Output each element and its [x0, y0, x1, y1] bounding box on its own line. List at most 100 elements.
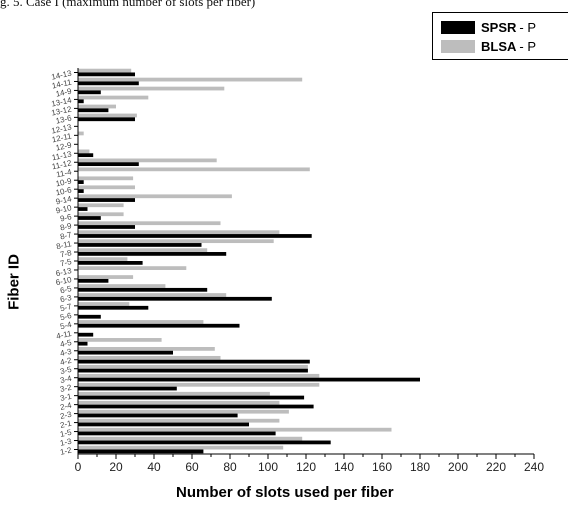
- bar-blsa-1-2: [78, 445, 284, 450]
- y-tick-label-2-3: 2-3: [59, 410, 73, 421]
- bar-spsr-8-11: [78, 243, 202, 247]
- y-tick-label-3-5: 3-5: [59, 365, 73, 376]
- bar-blsa-12-11: [78, 131, 84, 136]
- bar-spsr-3-1: [78, 395, 305, 400]
- y-tick-label-9-6: 9-6: [59, 212, 73, 223]
- bar-spsr-3-4: [78, 377, 420, 382]
- y-tick-label-8-11: 8-11: [55, 239, 72, 251]
- y-tick-label-4-5: 4-5: [59, 338, 73, 349]
- bar-blsa-10-6: [78, 185, 135, 190]
- bar-blsa-5-4: [78, 320, 204, 324]
- bar-blsa-6-3: [78, 293, 227, 297]
- bar-blsa-4-3: [78, 347, 215, 351]
- bar-spsr-10-6: [78, 189, 84, 193]
- bar-blsa-8-7: [78, 230, 280, 235]
- y-tick-label-3-4: 3-4: [59, 374, 73, 385]
- bar-blsa-11-12: [78, 158, 217, 163]
- y-tick-label-4-11: 4-11: [55, 329, 72, 341]
- bar-blsa-3-2: [78, 382, 320, 387]
- bar-spsr-1-3: [78, 440, 331, 445]
- y-tick-label-9-10: 9-10: [55, 203, 73, 215]
- y-tick-label-6-3: 6-3: [59, 293, 73, 304]
- x-tick-label-60: 60: [185, 460, 199, 474]
- bar-spsr-4-11: [78, 332, 94, 337]
- bar-spsr-2-4: [78, 404, 314, 409]
- y-tick-label-11-4: 11-4: [55, 167, 72, 179]
- bar-blsa-13-6: [78, 113, 137, 118]
- bar-spsr-10-9: [78, 180, 84, 184]
- x-tick-label-100: 100: [258, 460, 278, 474]
- legend-label-spsr: SPSR: [481, 19, 517, 35]
- y-tick-label-4-3: 4-3: [59, 347, 73, 358]
- y-tick-label-10-9: 10-9: [55, 176, 73, 188]
- y-tick-label-5-4: 5-4: [59, 320, 73, 331]
- x-tick-label-80: 80: [223, 460, 237, 474]
- bar-spsr-13-12: [78, 108, 109, 113]
- axes-group: 1-21-31-52-12-32-43-13-23-43-54-24-34-54…: [51, 68, 544, 474]
- bar-blsa-11-4: [78, 167, 310, 172]
- bar-blsa-10-9: [78, 176, 134, 181]
- bar-spsr-4-5: [78, 341, 88, 346]
- bar-spsr-9-14: [78, 198, 135, 202]
- bar-spsr-3-5: [78, 368, 308, 373]
- x-tick-label-200: 200: [448, 460, 468, 474]
- bar-spsr-13-6: [78, 117, 135, 122]
- bar-spsr-6-10: [78, 278, 109, 283]
- y-tick-label-6-5: 6-5: [59, 284, 73, 295]
- y-tick-label-6-10: 6-10: [55, 275, 73, 287]
- bar-blsa-11-13: [78, 149, 90, 154]
- y-tick-label-5-7: 5-7: [59, 302, 73, 313]
- bar-spsr-8-7: [78, 234, 312, 238]
- legend: SPSR - P BLSA - P: [432, 12, 568, 60]
- bar-blsa-3-1: [78, 391, 270, 396]
- y-tick-label-9-14: 9-14: [55, 194, 73, 206]
- x-tick-label-120: 120: [296, 460, 316, 474]
- y-tick-label-2-1: 2-1: [59, 419, 73, 430]
- y-tick-label-6-13: 6-13: [55, 266, 73, 278]
- bar-spsr-9-10: [78, 207, 88, 211]
- legend-swatch-spsr: [441, 20, 475, 34]
- bar-blsa-4-5: [78, 338, 162, 342]
- bar-spsr-13-14: [78, 99, 84, 104]
- legend-item-spsr: SPSR - P: [441, 19, 536, 35]
- x-axis-label: Number of slots used per fiber: [176, 484, 394, 501]
- bar-spsr-5-6: [78, 314, 101, 319]
- y-tick-label-1-2: 1-2: [59, 446, 73, 457]
- bar-blsa-6-10: [78, 275, 134, 279]
- bar-blsa-13-14: [78, 95, 149, 100]
- bar-blsa-7-8: [78, 248, 208, 253]
- y-tick-label-13-6: 13-6: [55, 113, 73, 125]
- bar-spsr-1-5: [78, 431, 276, 436]
- bar-blsa-14-11: [78, 77, 303, 82]
- bar-spsr-14-9: [78, 90, 101, 95]
- y-tick-label-11-12: 11-12: [51, 158, 73, 171]
- figure-caption: g. 5. Case I (maximum number of slots pe…: [0, 0, 256, 9]
- bar-spsr-5-7: [78, 305, 149, 310]
- y-tick-label-14-9: 14-9: [55, 86, 73, 98]
- bar-spsr-3-2: [78, 386, 177, 391]
- bar-blsa-8-11: [78, 239, 274, 244]
- bar-blsa-9-6: [78, 212, 124, 217]
- x-tick-label-0: 0: [75, 460, 82, 474]
- bar-spsr-14-11: [78, 81, 139, 86]
- bar-spsr-6-5: [78, 287, 208, 292]
- y-tick-label-10-6: 10-6: [55, 185, 73, 197]
- y-tick-label-14-13: 14-13: [51, 69, 73, 82]
- x-tick-label-20: 20: [109, 460, 123, 474]
- bar-spsr-2-3: [78, 413, 238, 418]
- bar-spsr-14-13: [78, 72, 135, 77]
- y-tick-label-1-3: 1-3: [59, 437, 73, 448]
- legend-label-blsa: BLSA: [481, 38, 517, 54]
- y-tick-label-14-11: 14-11: [51, 78, 73, 91]
- x-tick-label-240: 240: [524, 460, 544, 474]
- legend-suffix-spsr: - P: [519, 19, 537, 35]
- y-tick-label-7-5: 7-5: [59, 257, 73, 268]
- bar-blsa-8-9: [78, 221, 221, 226]
- bar-blsa-13-12: [78, 104, 116, 109]
- bar-blsa-2-1: [78, 418, 280, 423]
- bar-spsr-11-12: [78, 162, 139, 167]
- bar-blsa-2-3: [78, 409, 289, 414]
- y-tick-label-13-14: 13-14: [51, 95, 73, 108]
- y-tick-label-12-11: 12-11: [51, 131, 73, 144]
- bar-blsa-2-4: [78, 400, 280, 405]
